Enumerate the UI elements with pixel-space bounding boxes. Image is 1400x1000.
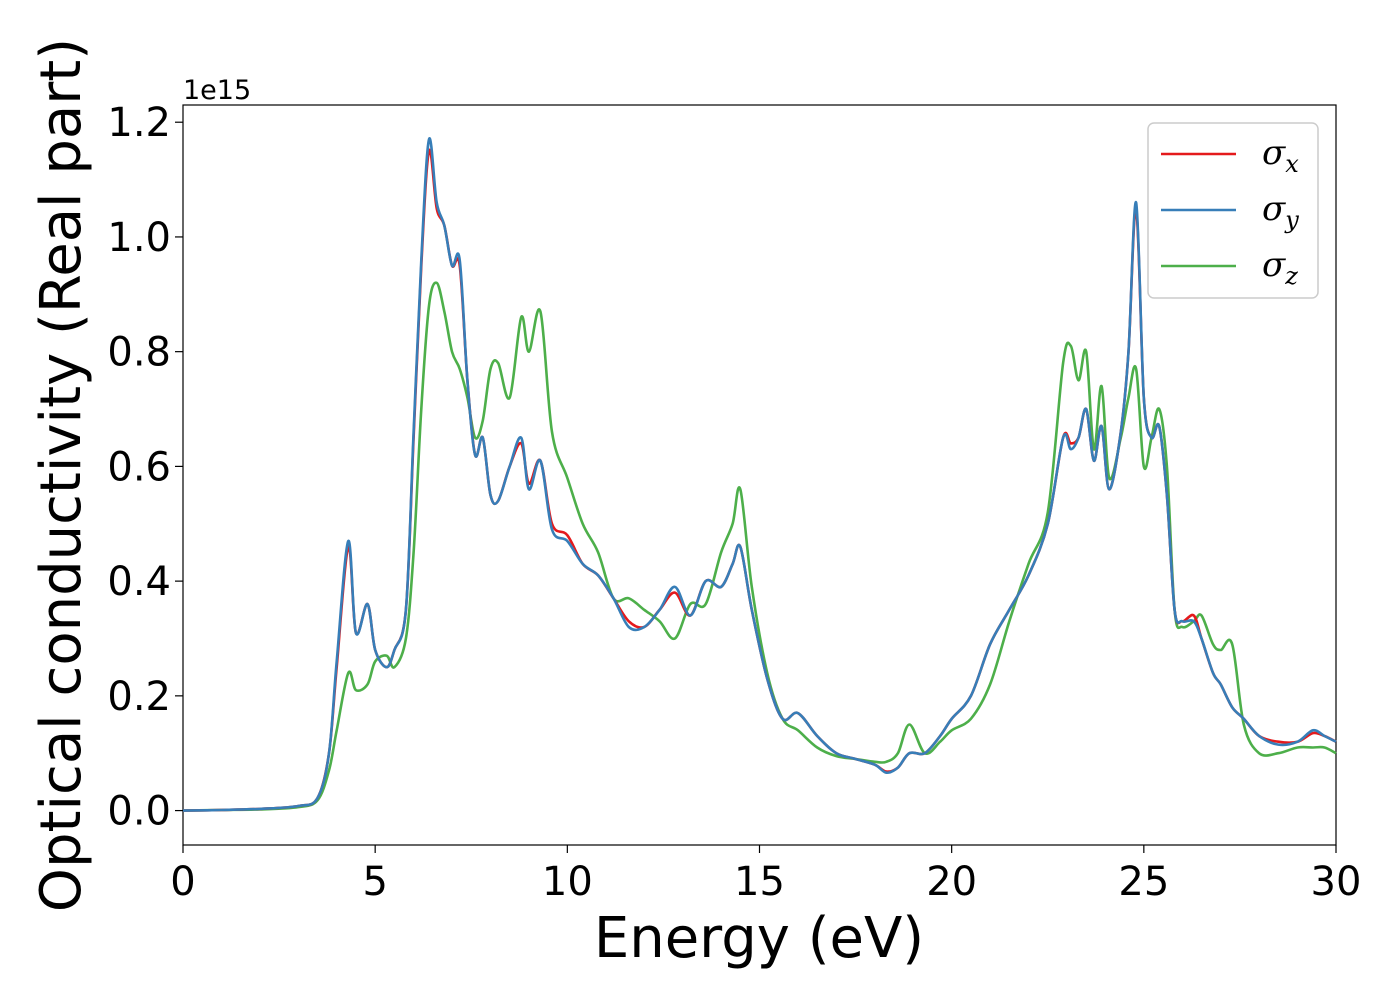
x-tick-label: 15 — [734, 859, 785, 905]
series-line-3 — [182, 281, 1337, 812]
legend-label: σx — [1262, 133, 1299, 178]
x-tick-label: 25 — [1118, 859, 1169, 905]
x-axis-ticks: 0 5 10 15 20 25 30 — [170, 845, 1361, 905]
legend-label: σy — [1262, 189, 1299, 234]
x-tick-label: 10 — [542, 859, 593, 905]
y-tick-label: 0.2 — [107, 674, 171, 720]
x-tick-label: 0 — [170, 859, 195, 905]
x-tick-label: 5 — [362, 859, 387, 905]
y-tick-label: 1.0 — [107, 215, 171, 261]
y-axis-title: Optical conductivity (Real part) — [29, 38, 94, 912]
y-tick-label: 1.2 — [107, 100, 171, 146]
x-tick-label: 20 — [926, 859, 977, 905]
y-axis-ticks: 0.0 0.2 0.4 0.6 0.8 1.0 1.2 — [107, 100, 183, 835]
y-tick-label: 0.0 — [107, 789, 171, 835]
y-tick-label: 0.4 — [107, 559, 171, 605]
series-line-2 — [182, 137, 1337, 812]
legend-items: σx σy σz — [1161, 133, 1299, 290]
x-axis-title: Energy (eV) — [594, 906, 924, 971]
x-tick-label: 30 — [1311, 859, 1362, 905]
legend-label: σz — [1262, 245, 1298, 290]
y-axis-offset-label: 1e15 — [183, 75, 251, 106]
legend: σx σy σz — [1147, 122, 1319, 299]
y-tick-label: 0.6 — [107, 444, 171, 490]
series-layer — [182, 137, 1337, 812]
y-tick-label: 0.8 — [107, 330, 171, 376]
